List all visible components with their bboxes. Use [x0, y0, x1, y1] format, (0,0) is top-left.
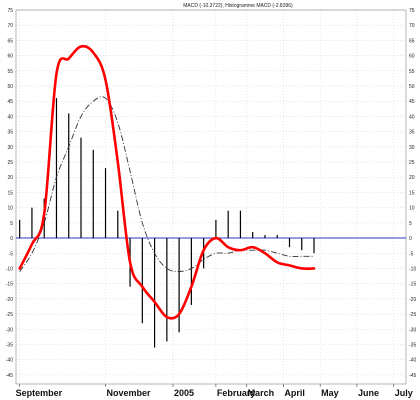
x-tick-label: May	[321, 388, 339, 398]
chart-title: MACD (-10.3722), Histogramme MACD (-2.83…	[183, 3, 293, 9]
y-tick-label-left: -45	[6, 373, 13, 379]
y-tick-label-left: -5	[9, 251, 14, 257]
y-tick-label-left: 15	[7, 190, 13, 196]
y-tick-label-left: -20	[6, 297, 13, 303]
signal-line	[19, 96, 315, 272]
y-tick-label-right: -35	[409, 342, 416, 348]
y-tick-label-right: 30	[409, 145, 415, 151]
x-tick-label: March	[248, 388, 275, 398]
y-tick-label-right: -10	[409, 266, 416, 272]
y-tick-label-right: 50	[409, 84, 415, 90]
y-tick-label-right: -25	[409, 312, 416, 318]
y-tick-label-left: 30	[7, 145, 13, 151]
x-tick-label: 2005	[174, 388, 194, 398]
plot-frame	[15, 9, 407, 385]
y-tick-label-left: 40	[7, 114, 13, 120]
y-tick-label-right: 10	[409, 206, 415, 212]
x-tick-label: July	[395, 388, 413, 398]
y-tick-label-right: -15	[409, 282, 416, 288]
y-tick-label-right: 15	[409, 190, 415, 196]
y-tick-label-right: 20	[409, 175, 415, 181]
x-tick-label: November	[107, 388, 152, 398]
y-tick-label-left: 35	[7, 130, 13, 136]
axes: -45 -45 -40 -40 -35 -35 -30 -30 -25 -25 -20 -20 -15 -…	[6, 8, 417, 398]
y-tick-label-left: 75	[7, 8, 13, 14]
y-tick-label-right: 25	[409, 160, 415, 166]
y-tick-label-right: 45	[409, 99, 415, 105]
y-tick-label-right: 5	[409, 221, 412, 227]
y-tick-label-left: 0	[10, 236, 13, 242]
y-tick-label-right: 70	[409, 23, 415, 29]
y-tick-label-left: 5	[10, 221, 13, 227]
x-tick-label: April	[284, 388, 305, 398]
x-tick-label: June	[358, 388, 379, 398]
y-tick-label-right: 55	[409, 69, 415, 75]
y-tick-label-right: 0	[409, 236, 412, 242]
x-tick-label: September	[16, 388, 63, 398]
x-tick-label: February	[217, 388, 256, 398]
y-tick-label-left: 45	[7, 99, 13, 105]
y-tick-label-left: 55	[7, 69, 13, 75]
y-tick-label-left: 25	[7, 160, 13, 166]
y-tick-label-right: 35	[409, 130, 415, 136]
series	[18, 44, 316, 348]
y-tick-label-right: 65	[409, 38, 415, 44]
y-tick-label-left: -25	[6, 312, 13, 318]
macd-line	[18, 44, 316, 320]
y-tick-label-left: 65	[7, 38, 13, 44]
y-tick-label-left: -40	[6, 358, 13, 364]
y-tick-label-left: -10	[6, 266, 13, 272]
y-tick-label-right: -20	[409, 297, 416, 303]
y-tick-label-right: -45	[409, 373, 416, 379]
y-tick-label-left: 70	[7, 23, 13, 29]
y-tick-label-right: 40	[409, 114, 415, 120]
y-tick-label-left: 20	[7, 175, 13, 181]
grid	[16, 9, 406, 384]
y-tick-label-left: 50	[7, 84, 13, 90]
y-tick-label-right: -40	[409, 358, 416, 364]
y-tick-label-left: 10	[7, 206, 13, 212]
y-tick-label-left: 60	[7, 54, 13, 60]
y-tick-label-left: -15	[6, 282, 13, 288]
y-tick-label-left: -30	[6, 327, 13, 333]
y-tick-label-right: -5	[409, 251, 414, 257]
y-tick-label-right: 60	[409, 54, 415, 60]
y-tick-label-right: 75	[409, 8, 415, 14]
y-tick-label-left: -35	[6, 342, 13, 348]
y-tick-label-right: -30	[409, 327, 416, 333]
